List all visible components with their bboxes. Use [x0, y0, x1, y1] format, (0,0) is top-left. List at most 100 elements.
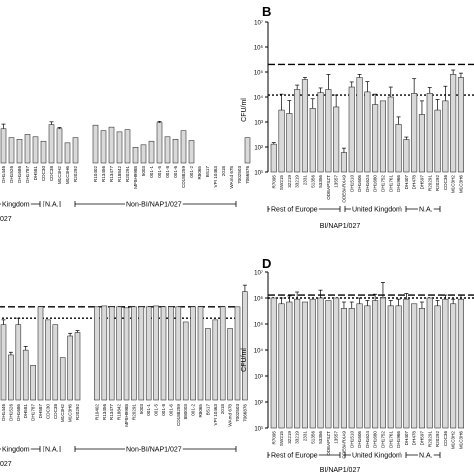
category-label: DH1680 — [373, 431, 378, 448]
bar — [48, 124, 55, 164]
category-label: DH597 — [419, 431, 424, 446]
y-tick-label: 10³ — [254, 121, 263, 127]
panel-b-letter: B — [262, 4, 271, 19]
bar — [40, 140, 47, 164]
corner-label: 027 — [0, 216, 12, 223]
category-label: 33219 — [295, 175, 300, 188]
bar — [64, 142, 71, 164]
category-label: CDC36 — [443, 431, 448, 447]
bar — [188, 140, 195, 164]
y-tick-label: 10⁷ — [254, 270, 263, 277]
category-label: 001-1 — [149, 166, 154, 178]
bar — [148, 140, 155, 164]
corner-label: 027 — [0, 461, 12, 468]
category-label: DH587 — [38, 404, 43, 419]
bar — [0, 324, 7, 401]
bar — [411, 303, 418, 429]
group-caption: BI/NAP1/027 — [320, 467, 361, 474]
panel-a: DH1446 DH1526 DH1686 DH1787 DH581 CDC30 CDC38 M… — [0, 121, 251, 223]
bar — [15, 324, 22, 401]
y-tick-label: 10³ — [254, 375, 263, 381]
panel-d-letter: D — [262, 256, 271, 271]
bar — [270, 297, 277, 429]
y-tick-label: 10⁶ — [254, 45, 264, 52]
group-label: N.A. — [419, 207, 433, 214]
bar — [270, 143, 277, 173]
group-label-bg — [44, 201, 60, 209]
category-label: DH407 — [404, 175, 409, 190]
category-label: R13456 — [102, 404, 107, 421]
group-label-bg — [270, 206, 319, 214]
group-label: Rest of Europe — [271, 207, 318, 214]
category-label: CDC38 — [49, 166, 54, 182]
y-tick-label: 10⁵ — [254, 322, 264, 329]
category-label: 001-8 — [165, 166, 170, 178]
category-label: DH1752 — [380, 175, 385, 192]
bar — [356, 77, 363, 173]
bar — [356, 303, 363, 429]
category-label: R7095 — [271, 175, 276, 189]
bar — [145, 306, 152, 401]
group-label: N.A. — [45, 447, 59, 454]
category-label: 001-6 — [168, 404, 173, 416]
category-label: 7002503 — [235, 404, 240, 422]
y-tick-label: 10⁵ — [254, 70, 264, 77]
category-label: CDC30 — [45, 404, 50, 420]
bar — [22, 349, 29, 401]
category-label: 2331 — [302, 431, 307, 442]
group-label-bg — [1, 201, 31, 209]
bar — [333, 106, 340, 173]
bar — [100, 130, 107, 164]
bar — [301, 301, 309, 429]
bar — [67, 335, 73, 401]
category-label: 51356 — [310, 175, 315, 188]
y-axis-label: CFU/ml — [241, 348, 248, 372]
category-label: DH1510 — [349, 431, 354, 448]
category-label: 001-1 — [146, 404, 151, 416]
category-label: WAmd 678 — [228, 404, 233, 427]
bar — [325, 89, 332, 173]
bar — [286, 301, 293, 429]
category-label: 5003 — [141, 166, 146, 177]
bar — [309, 298, 316, 429]
category-label: R20291 — [131, 404, 136, 421]
category-label: 001-2 — [189, 166, 194, 178]
bar — [278, 109, 285, 173]
bar — [37, 306, 44, 401]
y-tick-label: 10² — [254, 401, 263, 407]
group-label: Non-BI/NAP1/027 — [126, 447, 182, 454]
bar — [172, 138, 179, 164]
category-label: DH597 — [419, 175, 424, 190]
category-label: R10402 — [94, 404, 99, 421]
bar — [379, 100, 387, 173]
bar — [205, 328, 211, 401]
category-label: M1C3H2 — [451, 431, 456, 450]
bar — [325, 300, 332, 429]
category-label: R20292 — [73, 166, 78, 183]
bar — [294, 89, 301, 173]
group-caption: BI/NAP1/027 — [320, 223, 361, 230]
bar — [131, 306, 137, 401]
category-label: 33219 — [295, 431, 300, 444]
bar — [301, 79, 309, 173]
bar — [197, 306, 204, 401]
category-label: DH1446 — [1, 404, 6, 421]
category-label: DH1686 — [16, 404, 21, 421]
category-label: MF8H9988 — [124, 404, 129, 427]
category-label: R20292 — [435, 175, 440, 192]
category-label: CDC38 — [53, 404, 58, 420]
category-label: M1C3H6 — [68, 404, 73, 423]
category-label: WAmd 678 — [229, 166, 234, 189]
bar — [180, 130, 187, 164]
group-label: United Kingdom — [352, 207, 402, 214]
category-label: BS17 — [205, 404, 210, 416]
category-label: 32219 — [287, 431, 292, 444]
bar — [457, 77, 465, 173]
category-label: R8065 — [197, 166, 202, 180]
category-label: 32219 — [287, 175, 292, 188]
bar — [340, 152, 348, 173]
group-label: Kingdom — [2, 202, 30, 209]
category-label: 53356 — [318, 431, 323, 444]
